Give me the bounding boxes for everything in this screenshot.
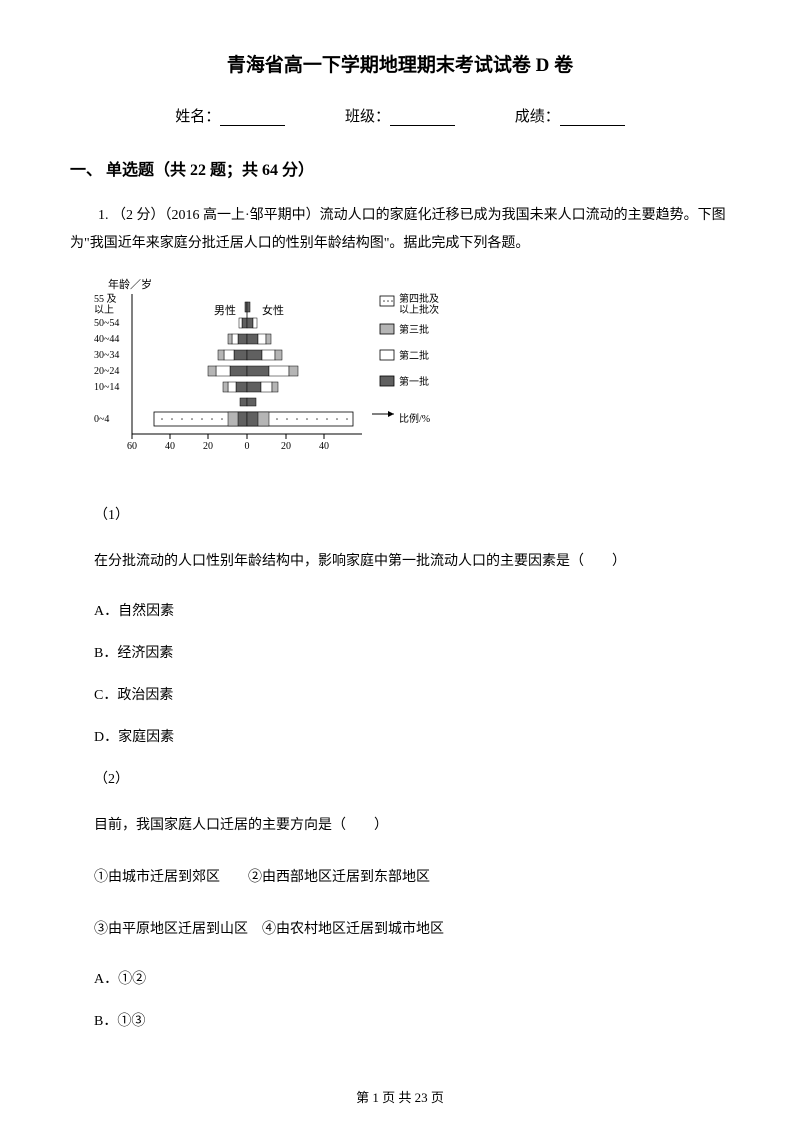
info-row: 姓名： 班级： 成绩： [70,105,730,126]
female-label: 女性 [262,303,284,317]
q1-sub1-option-c: C．政治因素 [94,684,730,704]
name-blank [220,112,285,126]
y-label: 20~24 [94,366,119,377]
q1-sub2-items2: ③由平原地区迁居到山区 ④由农村地区迁居到城市地区 [94,916,730,944]
y-label: 40~44 [94,334,119,345]
q1-sub1-option-b: B．经济因素 [94,642,730,662]
q1-sub2-text: 目前，我国家庭人口迁居的主要方向是（ ） [94,812,730,840]
class-label: 班级： [345,109,390,125]
q1-sub1-label: （1） [94,504,730,524]
q1-sub2-option-a: A．①② [94,968,730,988]
svg-text:以上批次: 以上批次 [399,303,439,316]
section-header: 一、 单选题（共 22 题；共 64 分） [70,156,730,180]
svg-text:第四批及: 第四批及 [399,292,439,305]
q1-sub2-label: （2） [94,768,730,788]
svg-text:20: 20 [203,441,213,452]
name-field: 姓名： [175,105,285,126]
q1-sub1-text: 在分批流动的人口性别年龄结构中，影响家庭中第一批流动人口的主要因素是（ ） [94,548,730,576]
svg-text:第一批: 第一批 [399,375,429,388]
y-label: 55 及 [94,293,117,305]
class-field: 班级： [345,105,455,126]
y-label: 以上 [94,304,114,316]
legend: 第四批及 以上批次 第三批 第二批 第一批 比例/% [372,292,439,425]
svg-text:第三批: 第三批 [399,323,429,336]
score-field: 成绩： [515,105,625,126]
population-pyramid-chart: 年龄／岁 55 及 以上 50~54 40~44 30~34 20~24 10~… [90,276,490,476]
score-label: 成绩： [515,109,560,125]
svg-text:40: 40 [319,441,329,452]
male-label: 男性 [214,303,236,317]
y-label: 30~34 [94,350,119,361]
page-footer: 第 1 页 共 23 页 [0,1087,800,1106]
name-label: 姓名： [175,109,220,125]
y-label: 0~4 [94,414,109,425]
q1-sub2-option-b: B．①③ [94,1010,730,1030]
class-blank [390,112,455,126]
page-title: 青海省高一下学期地理期末考试试卷 D 卷 [70,50,730,77]
svg-text:40: 40 [165,441,175,452]
svg-text:0: 0 [245,441,250,452]
q1-sub2-items: ①由城市迁居到郊区 ②由西部地区迁居到东部地区 [94,864,730,892]
y-axis-title: 年龄／岁 [108,277,152,291]
svg-text:20: 20 [281,441,291,452]
y-label: 50~54 [94,318,119,329]
svg-text:60: 60 [127,441,137,452]
q1-stem: 1. （2 分）（2016 高一上·邹平期中）流动人口的家庭化迁移已成为我国未来… [70,202,730,258]
score-blank [560,112,625,126]
svg-text:比例/%: 比例/% [399,412,430,425]
svg-text:第二批: 第二批 [399,349,429,362]
q1-sub1-option-d: D．家庭因素 [94,726,730,746]
q1-sub1-option-a: A．自然因素 [94,600,730,620]
y-label: 10~14 [94,382,119,393]
